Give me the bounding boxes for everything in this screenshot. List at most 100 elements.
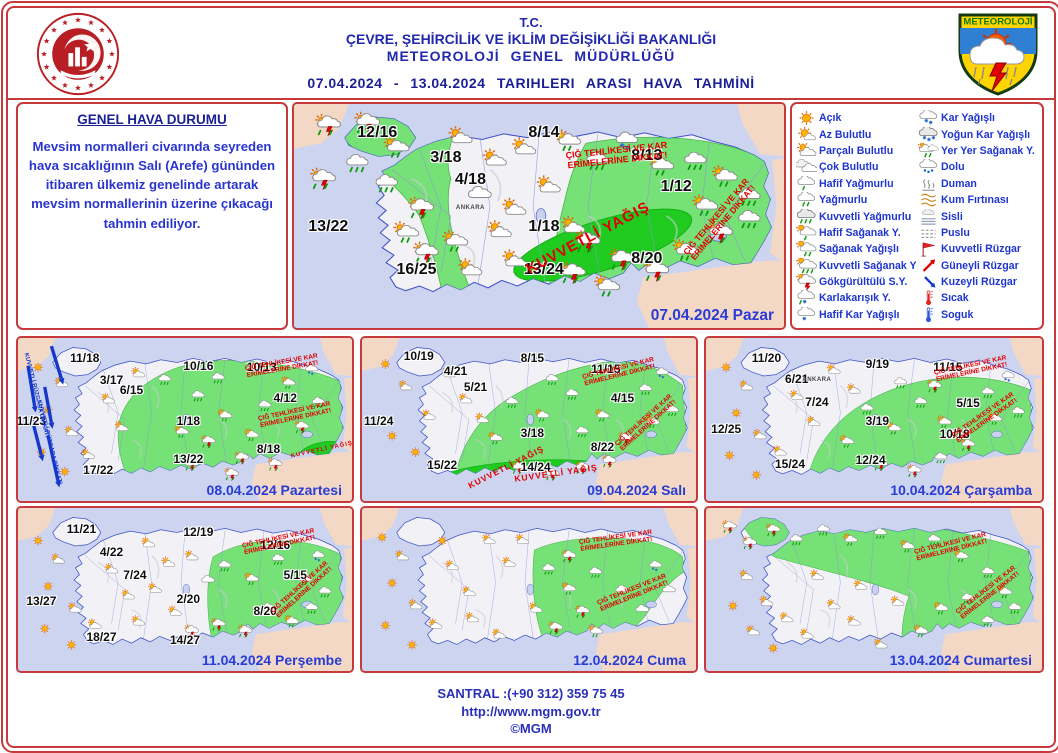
legend-item: Hafif Kar Yağışlı [796,307,918,323]
temperature-label: 8/14 [528,124,559,142]
local-shower-icon [918,143,939,159]
legend-label: Kuvvetli Sağanak Y [819,260,917,272]
title-tc: T.C. [158,15,904,30]
south-wind-icon [918,258,939,274]
legend-label: Açık [819,112,841,124]
sun-small-cloud-icon [796,127,817,143]
legend-col1: Açık Az Bulutlu Parçalı Bulutlu Çok Bulutlu… [796,110,918,323]
map-panel-saturday: ÇIĞ TEHLİKESİ VE KAR ERİMELERİNE DİKKAT!… [704,506,1044,673]
map-date-label: 07.04.2024 Pazar [651,307,774,325]
temperature-label: 10/16 [183,359,213,373]
legend-label: Kuzeyli Rüzgar [941,276,1017,288]
map-date-label: 12.04.2024 Cuma [573,652,686,668]
temperature-label: 8/18 [257,442,280,456]
legend-label: Sağanak Yağışlı [819,243,899,255]
outlook-title: GENEL HAVA DURUMU [18,112,286,127]
content-area: GENEL HAVA DURUMU Mevsim normalleri civa… [8,100,1054,746]
rain-icon [796,192,817,208]
hail-icon [918,159,939,175]
sandstorm-icon [918,192,939,208]
heavy-rain-icon [796,209,817,225]
temperature-label: 12/24 [856,453,886,467]
temperature-label: 11/24 [364,414,393,428]
legend-label: Kuvvetli Rüzgar [941,243,1021,255]
sleet-icon [796,290,817,306]
temperature-label: 12/19 [183,525,213,539]
map-panel-friday: ÇIĞ TEHLİKESİ VE KAR ERİMELERİNE DİKKAT!… [360,506,698,673]
legend-label: Kuvvetli Yağmurlu [819,211,911,223]
legend-item: Sıcak [918,290,1044,306]
legend-item: Az Bulutlu [796,126,918,142]
date-range: 07.04.2024 - 13.04.2024 TARIHLERI ARASI … [158,75,904,91]
legend-item: Açık [796,110,918,126]
legend-item: Kum Fırtınası [918,192,1044,208]
footer: SANTRAL :(+90 312) 359 75 45 http://www.… [8,685,1054,738]
ministry-logo [30,11,126,102]
legend-label: Çok Bulutlu [819,161,878,173]
legend-item: Dolu [918,159,1044,175]
legend-item: Yoğun Kar Yağışlı [918,126,1044,142]
temperature-label: 3/19 [866,414,889,428]
temperature-label: 18/27 [86,630,116,644]
temperature-label: 8/20 [631,250,662,268]
general-outlook-box: GENEL HAVA DURUMU Mevsim normalleri civa… [16,102,288,330]
temperature-label: 1/12 [661,178,692,196]
temperature-label: 7/24 [123,568,146,582]
map-date-label: 08.04.2024 Pazartesi [207,482,342,498]
legend-label: Parçalı Bulutlu [819,145,893,157]
temperature-label: 4/21 [444,364,467,378]
header: T.C. ÇEVRE, ŞEHİRCİLİK VE İKLİM DEĞİŞİKL… [8,8,1054,100]
legend-item: Karlakarışık Y. [796,290,918,306]
legend-label: Karlakarışık Y. [819,292,891,304]
map-date-label: 09.04.2024 Salı [587,482,686,498]
badge-text-node: METEOROLOJİ [963,17,1032,28]
city-label-ankara: ANKARA [802,377,831,383]
legend-label: Yağmurlu [819,194,867,206]
map-date-label: 13.04.2024 Cumartesi [890,652,1032,668]
legend-label: Hafif Kar Yağışlı [819,309,899,321]
temperature-label: 3/18 [430,149,461,167]
map-date-label: 10.04.2024 Çarşamba [890,482,1032,498]
light-snow-icon [796,307,817,323]
snow-icon [918,110,939,126]
legend-item: Kuvvetli Sağanak Y [796,258,918,274]
legend-label: Soguk [941,309,973,321]
clouds-icon [796,159,817,175]
legend-item: Kar Yağışlı [918,110,1044,126]
fog-icon [918,209,939,225]
legend-label: Hafif Yağmurlu [819,178,894,190]
smoke-icon [918,176,939,192]
temperature-label: 7/24 [805,395,828,409]
legend-label: Puslu [941,227,970,239]
heavy-shower-icon [796,258,817,274]
temperature-label: 10/19 [404,349,434,363]
footer-copyright: ©MGM [8,720,1054,738]
temperature-label: 15/24 [775,457,805,471]
temperature-label: 11/21 [67,522,96,536]
temperature-label: 5/21 [464,380,487,394]
legend-label: Yoğun Kar Yağışlı [941,129,1030,141]
sun-icon [796,110,817,126]
temperature-label: 4/22 [100,545,123,559]
strong-wind-icon [918,241,939,257]
legend-label: Sıcak [941,292,969,304]
temperature-label: 4/12 [274,391,297,405]
legend-item: Yer Yer Sağanak Y. [918,143,1044,159]
north-wind-icon [918,274,939,290]
shower-icon [796,241,817,257]
header-title-block: T.C. ÇEVRE, ŞEHİRCİLİK VE İKLİM DEĞİŞİKL… [158,14,904,91]
heavy-snow-icon [918,127,939,143]
temperature-label: 14/27 [170,633,200,647]
temperature-label: 1/18 [528,218,559,236]
temperature-label: 13/22 [308,218,348,236]
temperature-label: 15/22 [427,458,457,472]
temperature-label: 12/25 [711,422,741,436]
outlook-text: Mevsim normalleri civarında seyreden hav… [25,137,279,233]
legend-label: Gökgürültülü S.Y. [819,276,907,288]
legend-label: Kar Yağışlı [941,112,995,124]
title-ministry: ÇEVRE, ŞEHİRCİLİK VE İKLİM DEĞİŞİKLİĞİ B… [158,31,904,47]
